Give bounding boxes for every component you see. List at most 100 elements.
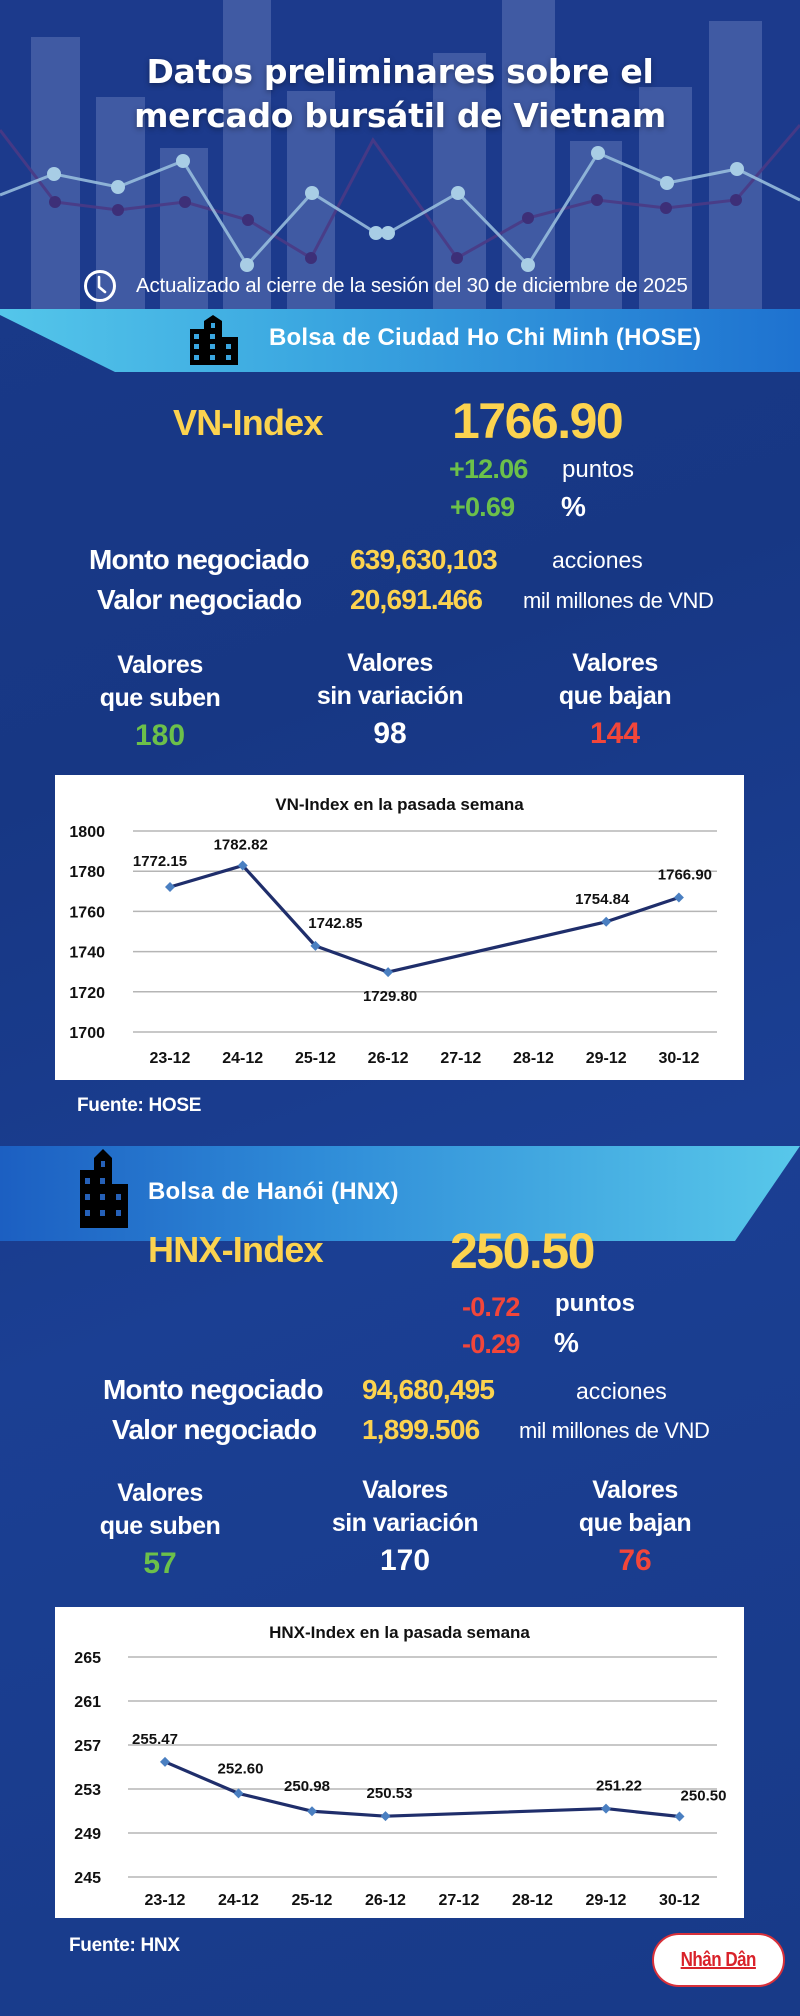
vn-change-percent: +0.69	[450, 492, 515, 522]
x-tick-label: 23-12	[150, 1050, 191, 1067]
hose-banner-title: Bolsa de Ciudad Ho Chi Minh (HOSE)	[269, 324, 702, 351]
vn-percent-unit: %	[561, 491, 586, 522]
stat-count-down: 144	[589, 717, 641, 750]
series-line	[169, 863, 680, 974]
data-point-marker	[310, 940, 321, 951]
hnx-source: Fuente: HNX	[69, 1935, 180, 1956]
data-label: 1766.90	[658, 867, 712, 884]
page-title: Datos preliminares sobre el mercado burs…	[0, 50, 800, 138]
x-tick-label: 30-12	[659, 1892, 700, 1909]
data-label: 1729.80	[363, 988, 417, 1005]
stat-count-up: 180	[134, 719, 186, 752]
update-info: Actualizado al cierre de la sesión del 3…	[83, 268, 688, 304]
building-icon	[190, 315, 238, 365]
x-tick-label: 28-12	[513, 1050, 554, 1067]
y-tick-label: 265	[74, 1650, 101, 1667]
x-tick-label: 26-12	[365, 1892, 406, 1909]
hose-value-label: Valor negociado	[97, 584, 302, 615]
hnx-value-unit: mil millones de VND	[519, 1418, 710, 1443]
clock-icon	[84, 270, 116, 302]
data-label: 250.98	[284, 1778, 330, 1795]
y-tick-label: 257	[74, 1738, 101, 1755]
y-tick-label: 249	[74, 1826, 101, 1843]
hnx-percent-unit: %	[554, 1327, 579, 1358]
stat-label: sin variación	[331, 1509, 479, 1537]
hose-volume-unit: acciones	[552, 547, 643, 573]
title-line-2: mercado bursátil de Vietnam	[134, 96, 666, 135]
hnx-stat-up: Valores que suben 57	[50, 1477, 270, 1583]
stat-count-up: 57	[143, 1547, 177, 1580]
x-tick-label: 28-12	[512, 1892, 553, 1909]
data-label: 251.22	[596, 1778, 642, 1795]
data-label: 250.50	[681, 1788, 727, 1805]
y-tick-label: 245	[74, 1870, 101, 1887]
y-tick-label: 253	[74, 1782, 101, 1799]
decor-line-chart-icon	[0, 124, 800, 272]
hnx-points-unit: puntos	[555, 1290, 635, 1317]
x-tick-label: 25-12	[295, 1050, 336, 1067]
hnx-index-value: 250.50	[450, 1223, 595, 1279]
hnx-stat-unchanged: Valores sin variación 170	[295, 1474, 515, 1580]
y-tick-label: 1740	[69, 945, 105, 962]
x-tick-label: 24-12	[222, 1050, 263, 1067]
stat-label: que suben	[99, 1512, 221, 1540]
decor-bar	[287, 91, 335, 310]
nhan-dan-logo[interactable]: Nhân Dân	[652, 1933, 785, 1987]
stat-label: Valores	[592, 1476, 678, 1504]
hnx-banner-title: Bolsa de Hanói (HNX)	[148, 1178, 399, 1205]
decor-bar	[570, 141, 622, 310]
stat-label: Valores	[117, 1479, 203, 1507]
data-label: 1742.85	[308, 915, 362, 932]
stat-label: que suben	[99, 684, 221, 712]
hnx-volume-label: Monto negociado	[103, 1374, 324, 1405]
hnx-stat-down: Valores que bajan 76	[525, 1474, 745, 1580]
data-point-marker	[237, 860, 248, 871]
stat-label: Valores	[362, 1476, 448, 1504]
decor-bar	[433, 53, 486, 310]
chart-title: HNX-Index en la pasada semana	[269, 1623, 530, 1642]
x-tick-label: 27-12	[439, 1892, 480, 1909]
y-tick-label: 1760	[69, 904, 105, 921]
hnx-volume-unit: acciones	[576, 1378, 667, 1404]
x-tick-label: 27-12	[440, 1050, 481, 1067]
y-tick-label: 1700	[69, 1025, 105, 1042]
y-tick-label: 1800	[69, 824, 105, 841]
hnx-value-label: Valor negociado	[112, 1414, 317, 1445]
stat-label: Valores	[117, 651, 203, 679]
x-tick-label: 30-12	[658, 1050, 699, 1067]
decor-bar	[96, 97, 145, 310]
data-point-marker	[601, 916, 612, 927]
hnx-change-points: -0.72	[462, 1292, 520, 1322]
decor-bar	[639, 87, 692, 310]
data-label: 255.47	[132, 1731, 178, 1748]
data-label: 1782.82	[214, 837, 268, 854]
hose-stat-up: Valores que suben 180	[50, 649, 270, 755]
hnx-section-banner: Bolsa de Hanói (HNX)	[0, 1146, 800, 1241]
x-tick-label: 24-12	[218, 1892, 259, 1909]
decor-bar	[160, 148, 208, 310]
data-point-marker	[307, 1806, 317, 1817]
x-tick-label: 25-12	[292, 1892, 333, 1909]
data-point-marker	[165, 881, 175, 892]
x-tick-label: 29-12	[586, 1050, 627, 1067]
hnx-value-value: 1,899.506	[362, 1414, 480, 1445]
data-point-marker	[674, 1811, 685, 1822]
data-label: 1754.84	[575, 891, 630, 908]
logo-text: Nhân Dân	[680, 1948, 757, 1971]
data-point-marker	[380, 1811, 391, 1822]
data-point-marker	[601, 1803, 611, 1814]
hose-stat-unchanged: Valores sin variación 98	[280, 647, 500, 753]
stat-label: sin variación	[316, 682, 464, 710]
y-tick-label: 261	[74, 1694, 101, 1711]
data-label: 252.60	[218, 1760, 264, 1777]
chart-title: VN-Index en la pasada semana	[275, 795, 524, 814]
vn-change-points: +12.06	[449, 454, 528, 484]
stat-label: que bajan	[558, 682, 672, 710]
hnx-index-chart: HNX-Index en la pasada semana 245 249 253 25…	[55, 1607, 744, 1918]
x-tick-label: 23-12	[145, 1892, 186, 1909]
x-tick-label: 29-12	[586, 1892, 627, 1909]
hose-volume-value: 639,630,103	[350, 544, 498, 575]
header-hero: Datos preliminares sobre el mercado burs…	[0, 0, 800, 310]
stat-label: Valores	[572, 649, 658, 677]
data-label: 250.53	[367, 1785, 413, 1802]
